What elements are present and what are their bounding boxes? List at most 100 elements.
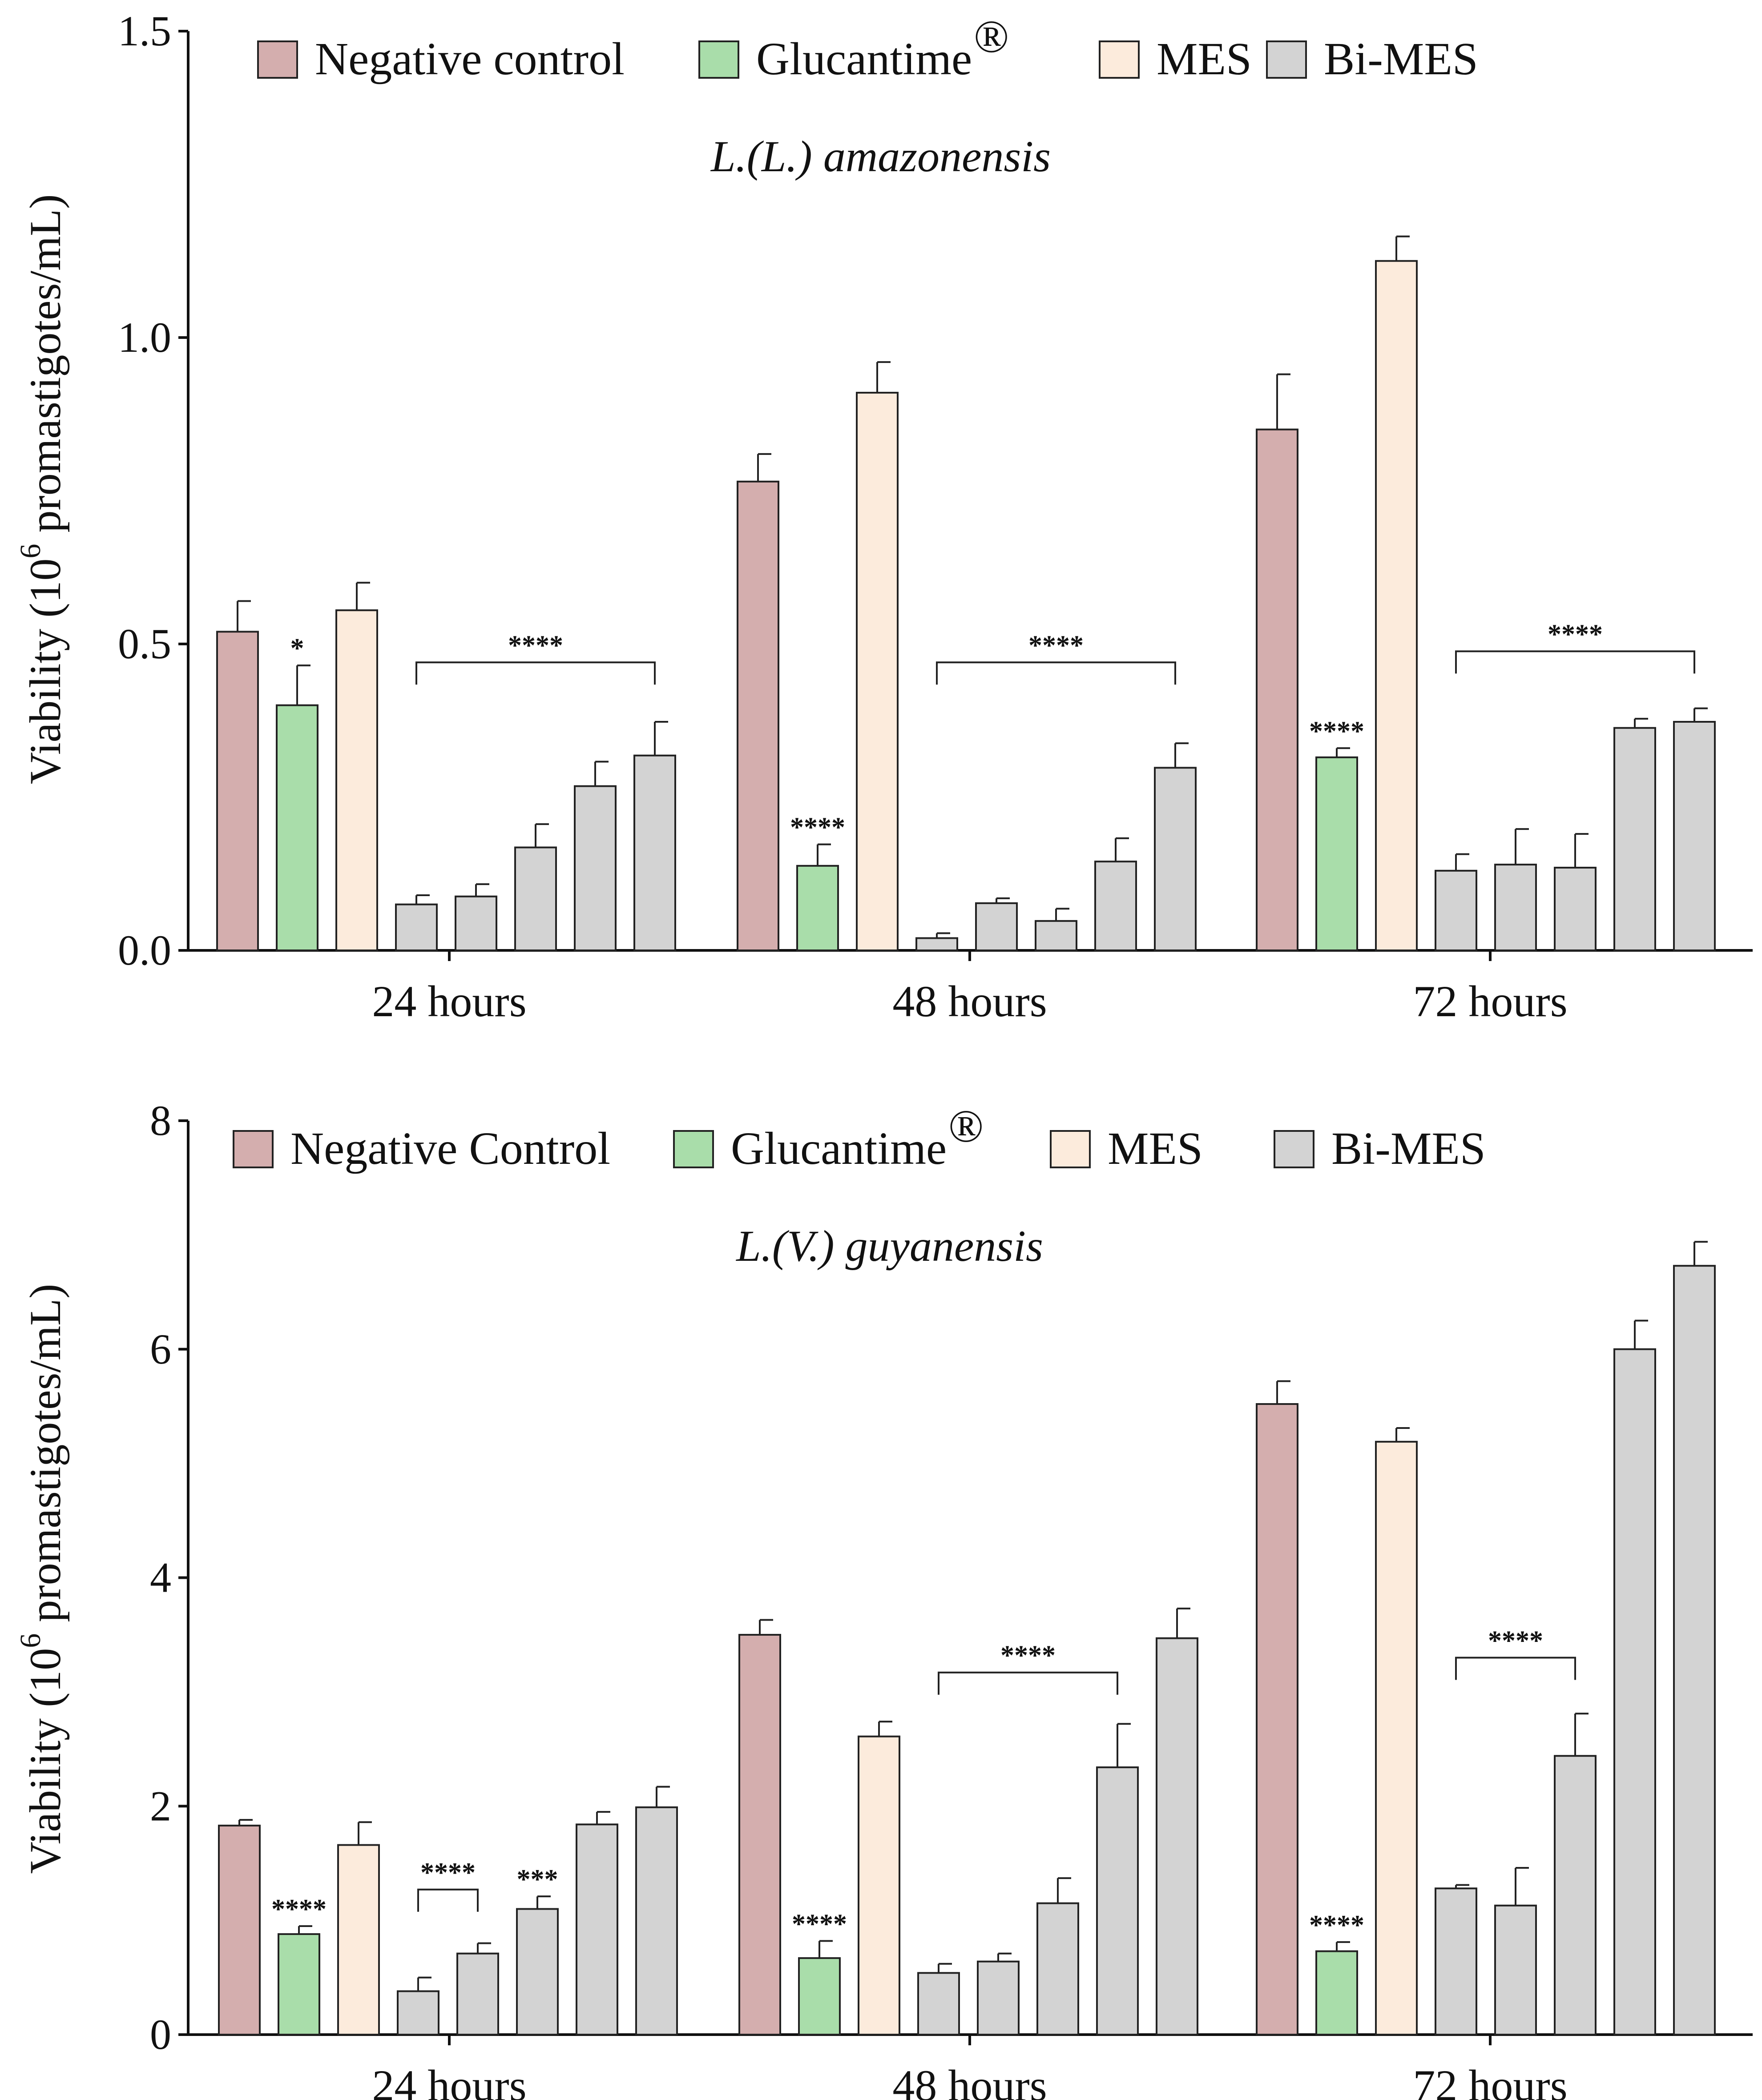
bar-mes (858, 1735, 900, 2036)
bar-bi-mes (915, 937, 958, 951)
chart-panel-amazonensis: 0.0 0.5 1.0 1.5 Viability (106 promastigotes… (14, 7, 1753, 1026)
significance-label: *** (517, 1864, 558, 1895)
legend-swatch (1266, 40, 1307, 79)
significance-label: * (290, 633, 304, 664)
y-tick-label: 4 (150, 1554, 171, 1601)
significance-label: **** (792, 1909, 847, 1939)
bar-bi-mes (456, 1952, 499, 2036)
legend-swatch (1099, 40, 1140, 79)
y-axis-label-exponent: 6 (14, 1633, 47, 1648)
y-axis-label-exponent: 6 (14, 544, 47, 559)
bar-bi-mes (516, 1908, 559, 2036)
legend-swatch (257, 40, 298, 79)
y-axis-label-prefix: Viability (10 (20, 559, 70, 784)
significance-bracket (1455, 650, 1695, 674)
bar-bi-mes (975, 902, 1018, 952)
bar-bi-mes (977, 1960, 1020, 2036)
bar-mes (856, 392, 899, 951)
x-category-label: 48 hours (892, 2061, 1047, 2100)
bar-bi-mes (1554, 1755, 1597, 2036)
bar-negative-control (216, 631, 259, 951)
significance-bracket (936, 661, 1176, 685)
significance-bracket (938, 1671, 1118, 1695)
bracket-significance-label: **** (1488, 1625, 1543, 1656)
bar-bi-mes (455, 895, 497, 951)
legend-swatch (698, 40, 739, 79)
bar-bi-mes (1494, 864, 1537, 951)
bar-negative-control (218, 1824, 261, 2036)
y-axis-label-prefix: Viability (10 (20, 1648, 70, 1874)
x-category-label: 48 hours (892, 977, 1047, 1026)
bar-bi-mes (397, 1990, 439, 2036)
legend-swatch (1050, 1130, 1091, 1168)
y-tick-label: 2 (150, 1782, 171, 1830)
y-tick-label: 1.0 (118, 314, 171, 361)
bar-bi-mes (1096, 1766, 1139, 2036)
bar-bi-mes (1673, 1265, 1716, 2036)
significance-bracket (415, 661, 656, 685)
bar-negative-control (738, 1633, 781, 2036)
bar-bi-mes (1435, 869, 1477, 951)
bar-negative-control (1256, 428, 1298, 952)
x-category-label: 24 hours (372, 977, 526, 1026)
legend-swatch (233, 1130, 274, 1168)
bar-glucantime (278, 1933, 320, 2036)
bracket-significance-label: **** (1000, 1641, 1056, 1671)
x-category-label: 72 hours (1413, 2061, 1567, 2100)
x-category-label: 72 hours (1413, 977, 1567, 1026)
legend-label: Bi-MES (1331, 1123, 1486, 1174)
legend-label-superscript: ® (948, 1101, 984, 1152)
significance-bracket (417, 1888, 479, 1912)
bar-mes (1375, 260, 1418, 951)
y-tick-label: 0 (150, 2011, 171, 2058)
bar-glucantime (798, 1957, 841, 2036)
legend-label-superscript: ® (974, 11, 1009, 62)
bar-glucantime (1315, 756, 1358, 952)
bracket-significance-label: **** (1028, 630, 1084, 660)
bar-mes (337, 1844, 380, 2036)
significance-label: **** (271, 1894, 327, 1924)
y-tick-label: 0.5 (118, 620, 171, 668)
bar-bi-mes (1035, 920, 1077, 951)
legend-swatch (1274, 1130, 1314, 1168)
bar-negative-control (1256, 1403, 1298, 2036)
bar-bi-mes (1435, 1887, 1477, 2036)
bracket-significance-label: **** (420, 1858, 476, 1888)
bar-bi-mes (514, 846, 557, 951)
bar-bi-mes (635, 1806, 678, 2036)
legend-swatch (673, 1130, 714, 1168)
bar-bi-mes (576, 1823, 618, 2036)
y-axis-label: Viability (106 promastigotes/mL) (14, 1284, 70, 1874)
legend-label: Negative Control (290, 1123, 610, 1174)
bar-negative-control (737, 480, 779, 951)
bracket-significance-label: **** (508, 630, 563, 660)
significance-bracket (1455, 1657, 1576, 1680)
x-category-label: 24 hours (372, 2061, 526, 2100)
bar-bi-mes (1554, 866, 1597, 951)
legend-label: Bi-MES (1324, 33, 1478, 84)
legend-label: Glucantime (731, 1123, 947, 1174)
bar-bi-mes (917, 1972, 960, 2036)
significance-label: **** (1309, 716, 1364, 746)
bar-bi-mes (1094, 861, 1137, 951)
bar-glucantime (276, 704, 319, 952)
bar-bi-mes (1156, 1637, 1198, 2036)
legend-label: Negative control (315, 33, 625, 84)
y-axis-label-suffix: promastigotes/mL) (20, 194, 70, 544)
y-axis-label-suffix: promastigotes/mL) (20, 1284, 70, 1633)
bracket-significance-label: **** (1548, 620, 1603, 650)
bar-bi-mes (1154, 767, 1197, 951)
bar-bi-mes (1494, 1904, 1537, 2036)
bar-bi-mes (633, 754, 676, 952)
chart-subtitle: L.(L.) amazonensis (710, 132, 1051, 181)
legend-label: MES (1157, 33, 1252, 84)
significance-label: **** (790, 813, 845, 843)
y-axis-label: Viability (106 promastigotes/mL) (14, 194, 70, 784)
bar-glucantime (1315, 1950, 1358, 2036)
legend-label: Glucantime (756, 33, 972, 84)
bar-bi-mes (395, 903, 438, 952)
bar-bi-mes (1613, 727, 1656, 951)
y-tick-label: 8 (150, 1097, 171, 1144)
